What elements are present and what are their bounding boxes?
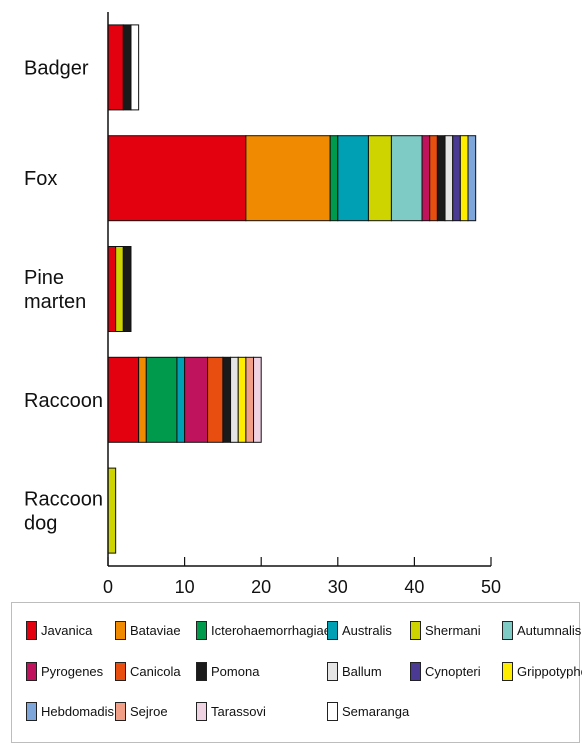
legend-item: Bataviae xyxy=(115,621,181,640)
legend-item: Pomona xyxy=(196,662,259,681)
bar-segment xyxy=(107,246,117,332)
bar-segment xyxy=(230,356,239,443)
bar-segment xyxy=(444,135,454,222)
bar-segment xyxy=(337,135,369,222)
legend-item: Sejroe xyxy=(115,702,168,721)
bar-segment xyxy=(421,135,431,222)
bar-segment xyxy=(222,356,232,443)
bar-segment xyxy=(107,135,247,222)
x-tick-label: 30 xyxy=(328,577,348,597)
legend-swatch xyxy=(26,702,37,721)
legend-label: Shermani xyxy=(425,623,481,638)
legend-item: Hebdomadis xyxy=(26,702,114,721)
bar-segment xyxy=(107,24,124,111)
legend-label: Icterohaemorrhagiae xyxy=(211,623,331,638)
bar-segment xyxy=(329,135,339,222)
x-tick-label: 40 xyxy=(404,577,424,597)
legend-item: Grippotyphosa xyxy=(502,662,582,681)
bar-segment xyxy=(107,467,117,554)
legend-label: Javanica xyxy=(41,623,93,638)
category-label: Badger xyxy=(24,57,89,79)
category-label: Raccoon dog xyxy=(24,489,103,535)
legend-swatch xyxy=(327,702,338,721)
bar-segment xyxy=(184,356,209,443)
legend-label: Autumnalis xyxy=(517,623,582,638)
bar-segment xyxy=(390,135,423,222)
bar-segment xyxy=(436,135,446,222)
bar-segment xyxy=(122,246,132,332)
bar-segment xyxy=(115,246,124,332)
bars-group xyxy=(107,24,477,554)
x-tick-label: 20 xyxy=(251,577,271,597)
bar-segment xyxy=(145,356,178,443)
legend-item: Canicola xyxy=(115,662,181,681)
legend-label: Bataviae xyxy=(130,623,181,638)
legend-item: Pyrogenes xyxy=(26,662,103,681)
legend-label: Pomona xyxy=(211,664,260,679)
category-labels: Badger Fox Pine marten Raccoon Raccoon dog xyxy=(24,57,103,534)
bar-segment xyxy=(107,356,140,443)
bar-segment xyxy=(237,356,247,443)
legend-label: Tarassovi xyxy=(211,704,266,719)
bar-segment xyxy=(459,135,469,222)
x-tick-label: 0 xyxy=(103,577,113,597)
legend-item: Autumnalis xyxy=(502,621,581,640)
bar-segment xyxy=(245,356,255,443)
bar-segment xyxy=(253,356,262,443)
legend-label: Canicola xyxy=(130,664,181,679)
stacked-bar-chart: Badger Fox Pine marten Raccoon Raccoon dog 0 10… xyxy=(24,12,501,597)
x-tick-label: 10 xyxy=(175,577,195,597)
legend-swatch xyxy=(26,662,37,681)
legend-swatch xyxy=(410,621,421,640)
legend-label: Grippotyphosa xyxy=(517,664,582,679)
legend-swatch xyxy=(502,621,513,640)
x-tick-label: 50 xyxy=(481,577,501,597)
legend-item: Tarassovi xyxy=(196,702,266,721)
legend-item: Australis xyxy=(327,621,392,640)
bar-segment xyxy=(429,135,438,222)
bar-segment xyxy=(452,135,461,222)
legend-item: Semaranga xyxy=(327,702,409,721)
bar-segment xyxy=(367,135,392,222)
bar-segment xyxy=(122,24,132,111)
legend-label: Hebdomadis xyxy=(41,704,114,719)
legend-swatch xyxy=(327,662,338,681)
bar-segment xyxy=(245,135,331,222)
legend-swatch xyxy=(502,662,513,681)
legend-swatch xyxy=(115,621,126,640)
x-axis-ticks: 0 10 20 30 40 50 xyxy=(103,557,501,597)
legend-item: Cynopteri xyxy=(410,662,481,681)
legend-swatch xyxy=(196,621,207,640)
legend-item: Javanica xyxy=(26,621,92,640)
legend-item: Shermani xyxy=(410,621,481,640)
legend-label: Semaranga xyxy=(342,704,410,719)
legend-label: Sejroe xyxy=(130,704,168,719)
legend-label: Ballum xyxy=(342,664,382,679)
legend-label: Cynopteri xyxy=(425,664,481,679)
category-label: Raccoon xyxy=(24,390,103,412)
legend-swatch xyxy=(196,702,207,721)
legend-swatch xyxy=(410,662,421,681)
legend-swatch xyxy=(327,621,338,640)
legend-item: Ballum xyxy=(327,662,382,681)
bar-segment xyxy=(176,356,186,443)
category-label: Pine marten xyxy=(24,267,86,313)
bar-segment xyxy=(130,24,140,111)
legend-swatch xyxy=(26,621,37,640)
legend: Javanica Bataviae Icterohaemorrhagiae Austr… xyxy=(11,602,582,743)
legend-label: Australis xyxy=(342,623,392,638)
legend-swatch xyxy=(196,662,207,681)
bar-segment xyxy=(207,356,224,443)
legend-item: Icterohaemorrhagiae xyxy=(196,621,331,640)
bar-segment xyxy=(467,135,477,222)
bar-segment xyxy=(138,356,147,443)
legend-label: Pyrogenes xyxy=(41,664,104,679)
legend-swatch xyxy=(115,702,126,721)
legend-swatch xyxy=(115,662,126,681)
category-label: Fox xyxy=(24,168,57,190)
